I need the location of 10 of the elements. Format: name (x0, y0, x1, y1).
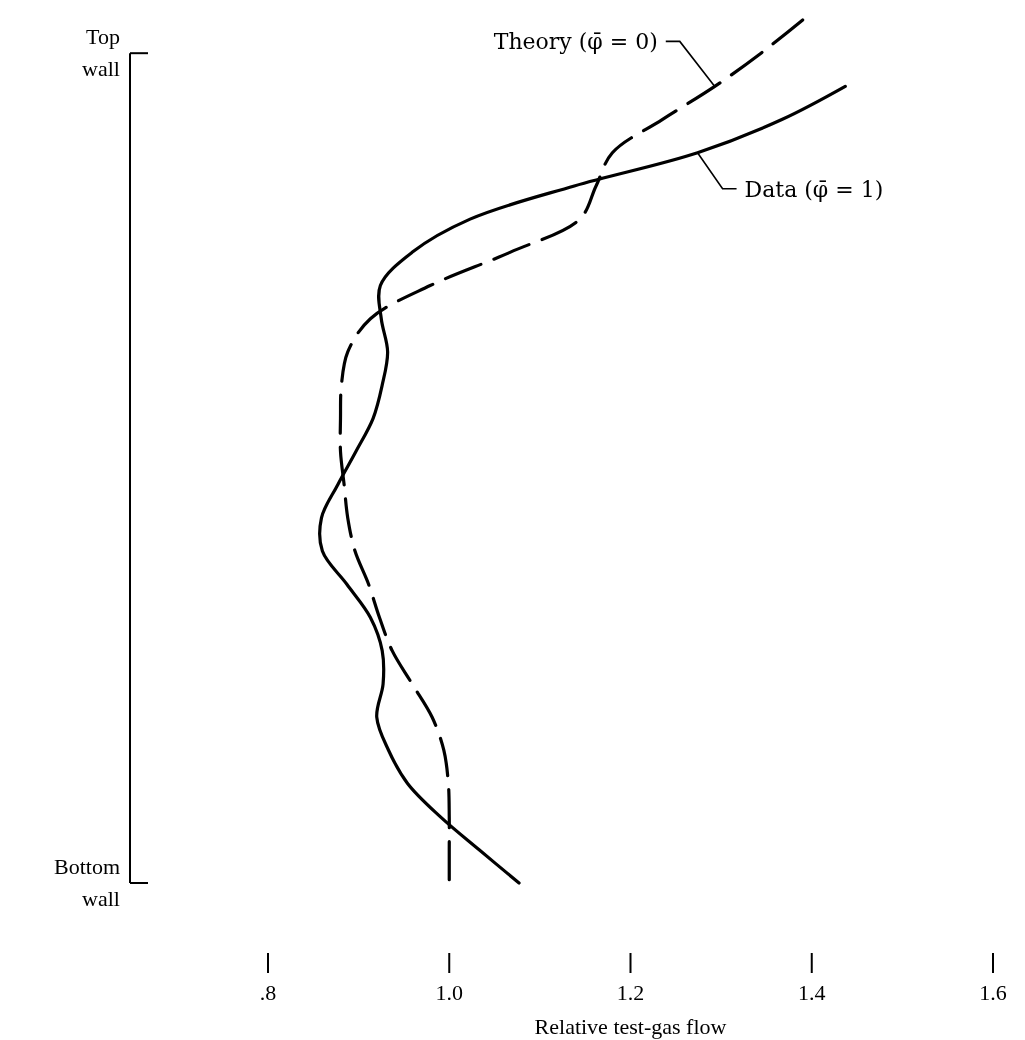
x-tick-label: 1.6 (979, 980, 1007, 1005)
x-tick-label: 1.0 (435, 980, 463, 1005)
y-tick-label: Top wall (82, 24, 120, 82)
x-tick-label: 1.2 (616, 980, 645, 1005)
x-axis-title: Relative test-gas flow (534, 1014, 727, 1039)
text: Theory (φ̄ = 0) (493, 29, 658, 55)
x-tick-label: 1.4 (798, 980, 826, 1005)
series-label: Data (φ̄ = 1) (744, 176, 884, 202)
x-tick-label: .8 (259, 980, 277, 1005)
y-tick-label: Bottom wall (53, 854, 120, 911)
